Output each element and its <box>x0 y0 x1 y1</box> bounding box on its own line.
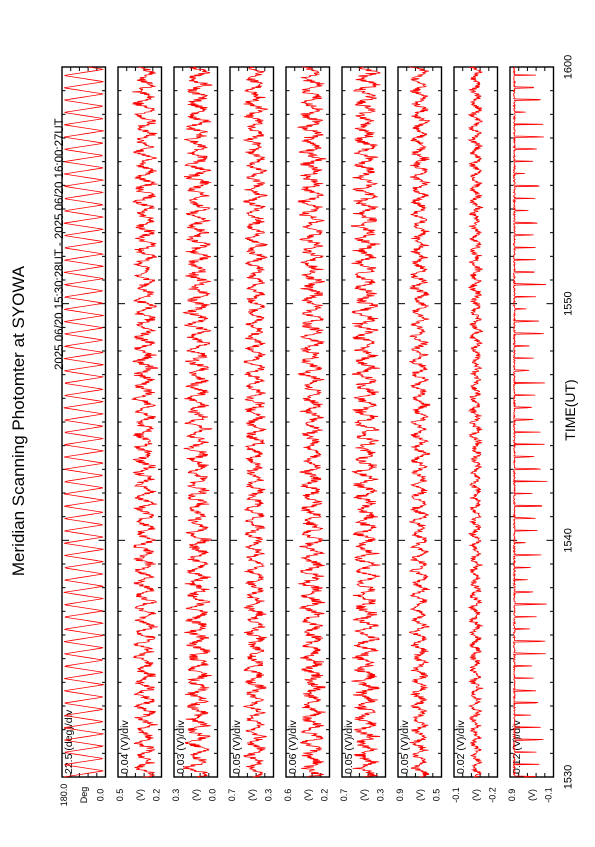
panel-unit-label: (V) <box>303 789 313 801</box>
panel-scale-label: 0.06 (V)/div <box>287 720 299 774</box>
panel-scale-label: 0.05 (V)/div <box>231 720 243 774</box>
x-axis-label: TIME(UT) <box>562 379 578 440</box>
panel-scale-label: 0.04 (V)/div <box>119 720 131 774</box>
panel-scale-label: 0.05 (V)/div <box>343 720 355 774</box>
panel-trace <box>243 66 268 778</box>
panel-7: 0.9 (V) 0.5 0.05 (V)/div <box>395 66 443 802</box>
panel-8: -0.1 (V) -0.2 0.02 (V)/div <box>451 66 499 803</box>
chart-subtitle: 2025 06/20 15:30:28UT - 2025 06/20 16:00… <box>54 118 66 370</box>
panel-ymin-label: 0.5 <box>432 789 442 802</box>
panel-scale-label: 0.03 (V)/div <box>175 720 187 774</box>
panel-3: 0.3 (V) 0.0 0.03 (V)/div <box>171 66 219 802</box>
panel-scale-label: 0.05 (V)/div <box>399 720 411 774</box>
panel-ymax-label: 0.9 <box>507 789 517 802</box>
panel-ymax-label: 0.5 <box>115 789 125 802</box>
panel-5: 0.6 (V) 0.2 0.06 (V)/div <box>283 66 331 802</box>
panel-ymin-label: 0.3 <box>376 789 386 802</box>
panel-ymin-label: 0.2 <box>152 789 162 802</box>
chart-title: Meridian Scanning Photomter at SYOWA <box>9 265 28 576</box>
panel-unit-label: (V) <box>359 789 369 801</box>
panel-6: 0.7 (V) 0.3 0.05 (V)/div <box>339 66 387 802</box>
panel-ymin-label: -0.1 <box>544 787 554 803</box>
panel-unit-label: (V) <box>527 789 537 801</box>
panel-ymin-label: 0.0 <box>96 789 106 802</box>
panel-scale-label: 22.5 (deg)/div <box>63 709 75 774</box>
panel-unit-label: (V) <box>191 789 201 801</box>
panel-2: 0.5 (V) 0.2 0.04 (V)/div <box>115 66 163 802</box>
x-tick-label: 1530 <box>563 765 575 789</box>
panel-trace <box>408 66 431 778</box>
panel-trace <box>131 66 159 778</box>
panel-1: 180.0 Deg 0.0 22.5 (deg)/div <box>59 66 107 807</box>
panel-trace <box>467 66 484 778</box>
panel-trace <box>63 66 105 778</box>
x-tick-label: 1540 <box>563 528 575 552</box>
panel-unit-label: Deg <box>79 787 89 804</box>
panel-ymax-label: 180.0 <box>59 784 69 807</box>
panel-ymax-label: 0.3 <box>171 789 181 802</box>
x-tick-labels: 1530 1540 1550 1600 <box>563 55 575 789</box>
panel-trace <box>296 66 327 778</box>
panel-ymax-label: 0.9 <box>395 789 405 802</box>
panel-trace <box>350 66 381 778</box>
panel-trace <box>512 66 548 778</box>
panel-ymin-label: 0.2 <box>320 789 330 802</box>
panel-4: 0.7 (V) 0.3 0.05 (V)/div <box>227 66 275 802</box>
panels-group: 180.0 Deg 0.0 22.5 (deg)/div 0.5 (V) 0.2 0.04 (… <box>59 66 555 807</box>
x-tick-label: 1600 <box>563 55 575 79</box>
panel-unit-label: (V) <box>247 789 257 801</box>
panel-9: 0.9 (V) -0.10.12 (V)/div <box>507 66 555 803</box>
panel-ymax-label: -0.1 <box>451 787 461 803</box>
panel-ymax-label: 0.6 <box>283 789 293 802</box>
x-tick-label: 1550 <box>563 291 575 315</box>
panel-ymax-label: 0.7 <box>227 789 237 802</box>
panel-ymax-label: 0.7 <box>339 789 349 802</box>
panel-trace <box>182 66 213 778</box>
panel-frame <box>173 66 219 778</box>
panel-frame <box>397 66 443 778</box>
panel-ymin-label: -0.2 <box>488 787 498 803</box>
panel-ymin-label: 0.3 <box>264 789 274 802</box>
panel-unit-label: (V) <box>471 789 481 801</box>
panel-scale-label: 0.02 (V)/div <box>455 720 467 774</box>
panel-unit-label: (V) <box>135 789 145 801</box>
panel-unit-label: (V) <box>415 789 425 801</box>
panel-ymin-label: 0.0 <box>208 789 218 802</box>
